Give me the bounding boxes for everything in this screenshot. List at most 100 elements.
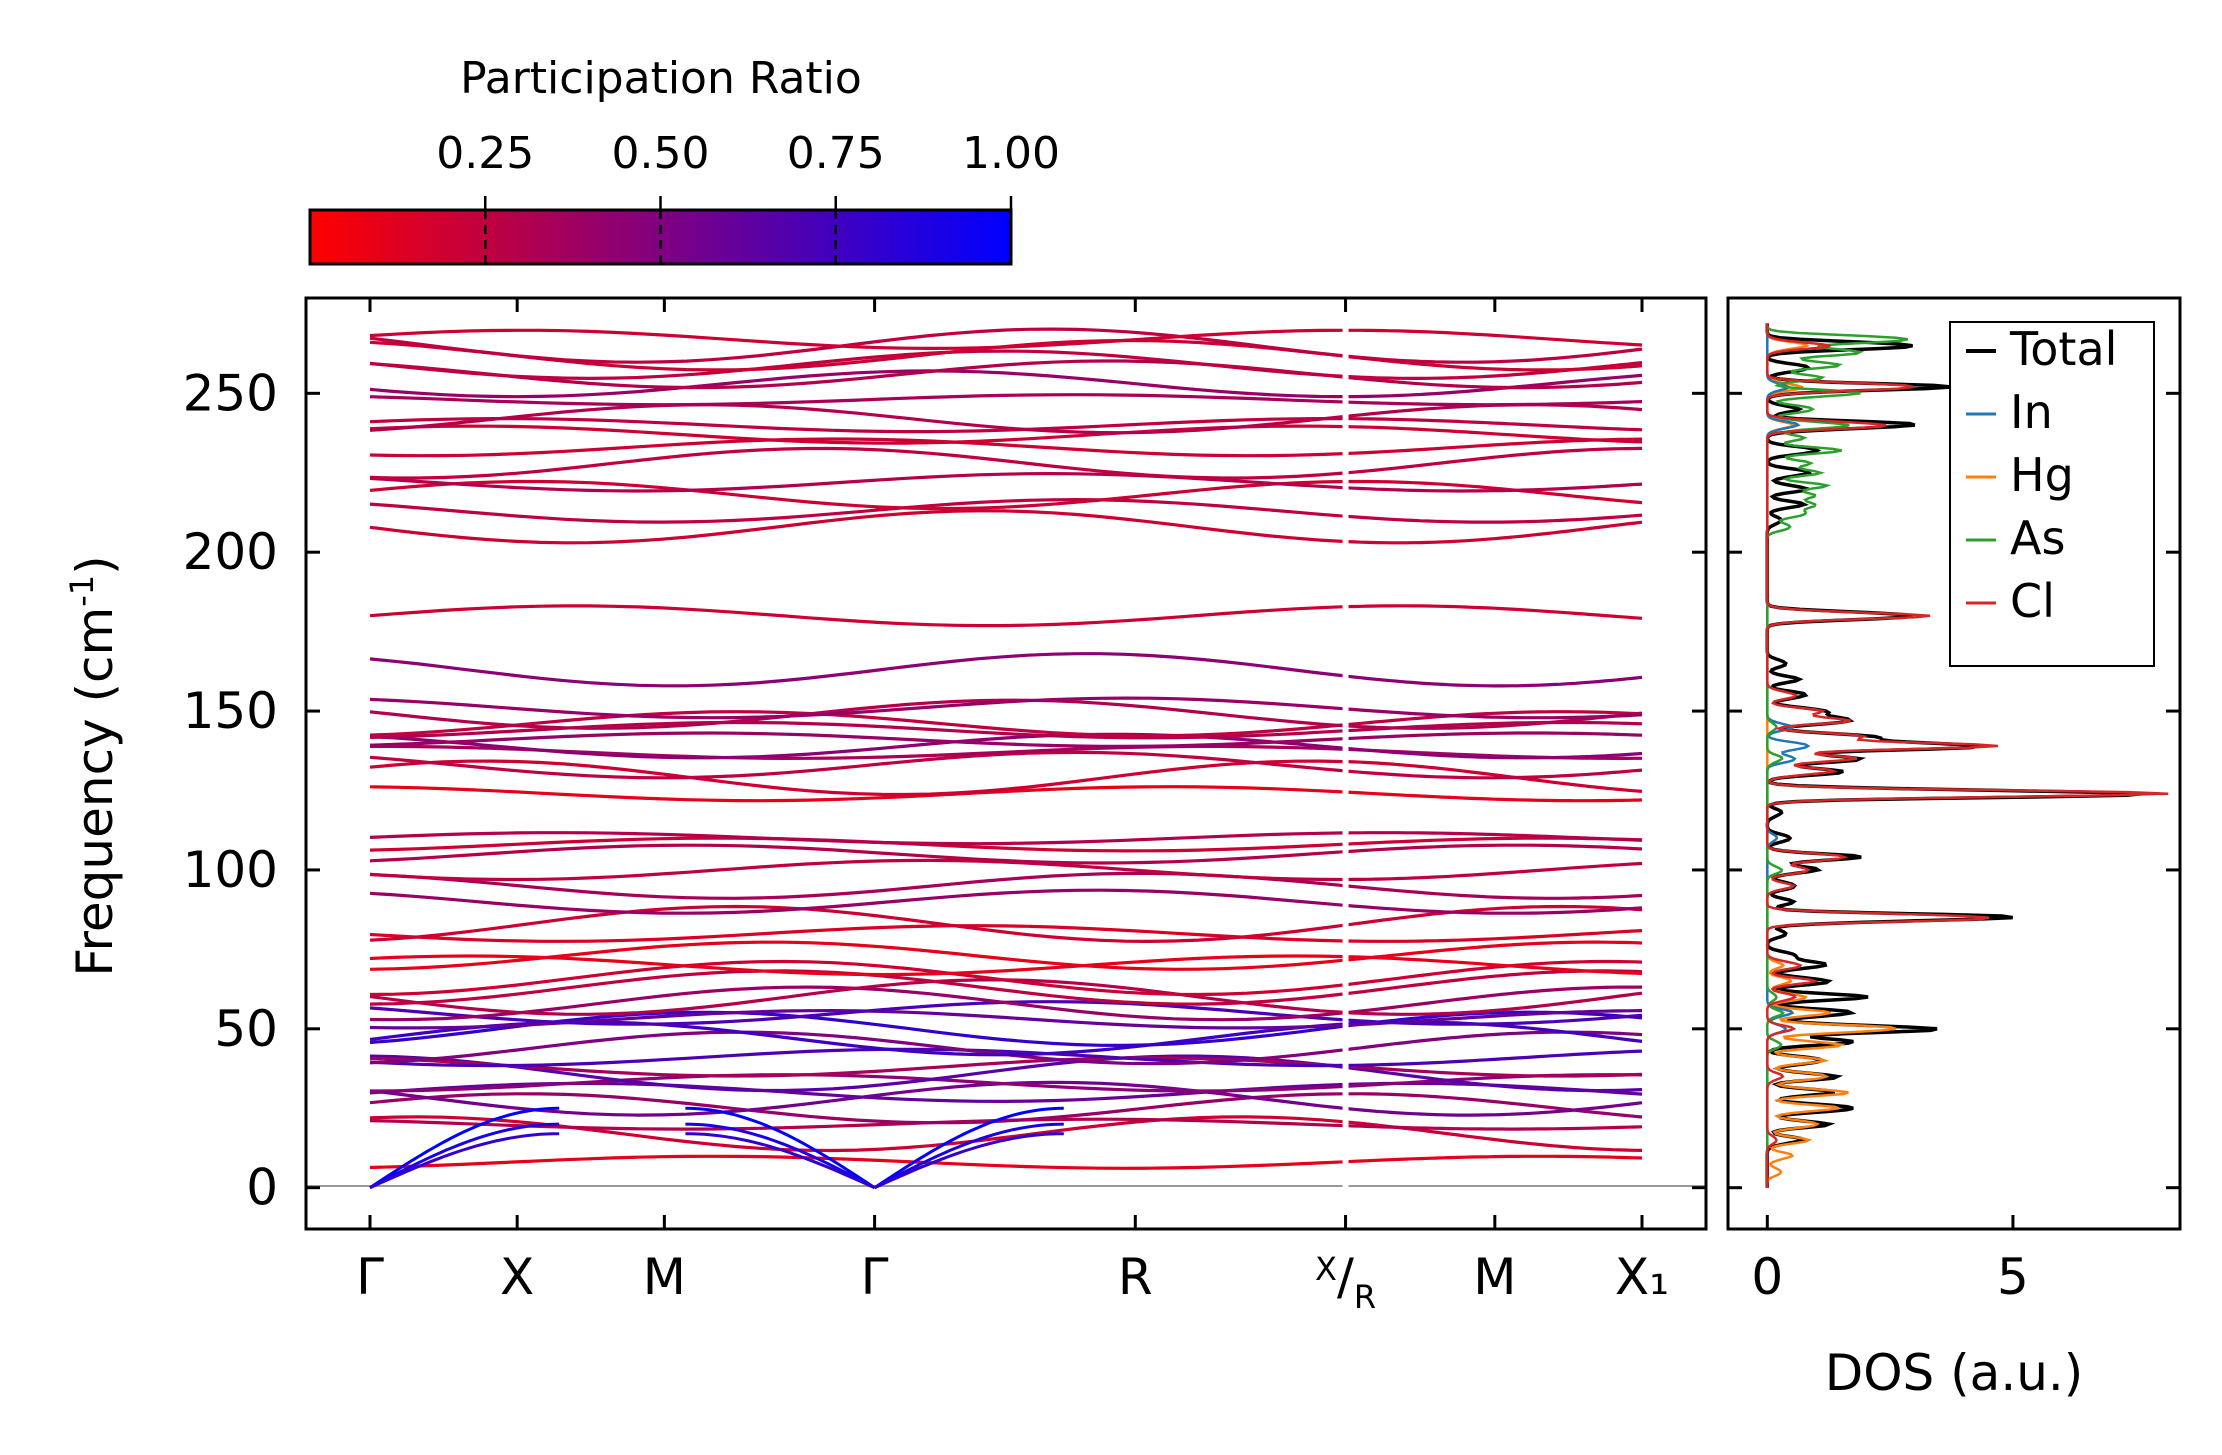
legend-label-as: As — [2010, 511, 2065, 565]
phonon-band — [1346, 1030, 1643, 1052]
phonon-band — [1346, 425, 1643, 444]
phonon-band — [1346, 1010, 1643, 1028]
band-structure-panel: 0 50 100 150 200 250 Γ X M Γ R X/R M X₁ Frequency (c… — [63, 296, 1708, 1316]
x-tick-label: X — [500, 1248, 534, 1306]
phonon-band — [369, 1047, 1345, 1068]
phonon-band — [1346, 959, 1643, 987]
phonon-band — [369, 417, 1345, 434]
phonon-band — [369, 509, 1345, 545]
phonon-band — [1346, 513, 1643, 524]
phonon-band — [1346, 904, 1643, 927]
colorbar: Participation Ratio 0.25 0.50 0.75 1.00 — [308, 53, 1060, 266]
x-tick-label: X₁ — [1615, 1248, 1669, 1306]
phonon-band — [1346, 347, 1643, 364]
legend-label-total: Total — [2009, 322, 2117, 376]
colorbar-title: Participation Ratio — [460, 53, 862, 104]
dos-x-tick-label: 5 — [1997, 1248, 2029, 1306]
phonon-band — [369, 1056, 1345, 1078]
band-lines — [369, 327, 1643, 1190]
acoustic-band — [873, 1106, 1064, 1189]
phonon-band — [1346, 1092, 1643, 1119]
phonon-band — [369, 1054, 1345, 1093]
phonon-band — [369, 369, 1345, 399]
phonon-band — [1346, 403, 1643, 418]
phonon-band — [369, 1092, 1345, 1125]
x-tick-label: R — [1118, 1248, 1153, 1306]
phonon-band — [1346, 991, 1643, 1016]
phonon-band — [369, 836, 1345, 853]
acoustic-band — [685, 1106, 876, 1189]
x-tick-label: X/R — [1315, 1248, 1376, 1316]
phonon-band — [369, 446, 1345, 480]
phonon-band — [1346, 520, 1643, 545]
phonon-band — [369, 750, 1345, 780]
legend-label-hg: Hg — [2010, 448, 2074, 502]
phonon-band — [1346, 354, 1643, 372]
phonon-band — [369, 437, 1345, 458]
x-tick-label: Γ — [356, 1248, 384, 1306]
phonon-band — [369, 349, 1345, 381]
phonon-band — [1346, 375, 1643, 390]
phonon-band — [369, 710, 1345, 738]
y-axis-label: Frequency (cm-1) — [63, 555, 124, 976]
phonon-band — [369, 1154, 1345, 1170]
acoustic-band — [873, 1122, 1064, 1190]
y-tick-label: 0 — [246, 1159, 278, 1217]
phonon-band — [369, 831, 1345, 846]
phonon-band — [369, 698, 1345, 730]
phonon-band — [369, 1030, 1345, 1066]
phonon-band — [369, 924, 1345, 943]
phonon-band — [1346, 969, 1643, 996]
phonon-band — [1346, 903, 1643, 915]
phonon-band — [1346, 1049, 1643, 1067]
phonon-band — [1346, 760, 1643, 793]
phonon-band — [1346, 929, 1643, 943]
phonon-band — [369, 731, 1345, 748]
acoustic-band — [873, 1132, 1064, 1190]
colorbar-frame — [308, 208, 1013, 266]
phonon-band — [369, 497, 1345, 524]
phonon-band — [1346, 373, 1643, 399]
phonon-band — [1346, 746, 1643, 760]
dos-line-cl — [1766, 323, 2169, 1188]
y-tick-label: 150 — [183, 682, 278, 740]
y-tick-label: 50 — [214, 1000, 278, 1058]
phonon-band — [1346, 1154, 1643, 1164]
dos-x-tick-label: 0 — [1751, 1248, 1783, 1306]
x-tick-label: M — [1473, 1248, 1516, 1306]
phonon-band — [369, 858, 1345, 882]
colorbar-tick-label: 0.25 — [436, 128, 534, 179]
dos-axes-frame — [1726, 296, 2182, 1231]
colorbar-tick-label: 0.75 — [787, 128, 885, 179]
legend-box — [1949, 321, 2155, 667]
phonon-band — [369, 954, 1345, 977]
dos-lines — [1765, 323, 2169, 1188]
phonon-band — [1346, 604, 1643, 620]
phonon-band — [369, 1000, 1345, 1026]
y-tick-label: 100 — [183, 841, 278, 899]
acoustic-band — [685, 1132, 876, 1190]
phonon-band — [369, 1073, 1345, 1093]
y-tick-label: 250 — [183, 364, 278, 422]
phonon-band — [369, 888, 1345, 915]
phonon-band — [1346, 400, 1643, 407]
phonon-band — [1346, 790, 1643, 803]
phonon-band — [1346, 731, 1643, 741]
acoustic-band — [685, 1122, 876, 1190]
phonon-band — [1346, 985, 1642, 1015]
phonon-band — [1346, 884, 1643, 900]
phonon-band — [369, 403, 1345, 435]
acoustic-band — [369, 1106, 560, 1189]
legend-label-cl: Cl — [2010, 574, 2055, 628]
phonon-band — [369, 904, 1345, 944]
colorbar-ticks: 0.25 0.50 0.75 1.00 — [436, 128, 1060, 264]
phonon-band — [1346, 417, 1643, 432]
phonon-band — [369, 959, 1345, 997]
phonon-band — [369, 1115, 1345, 1153]
phonon-band — [1346, 482, 1643, 493]
phonon-band — [1346, 940, 1643, 962]
phonon-band — [369, 696, 1345, 720]
acoustic-band — [369, 1132, 560, 1190]
acoustic-band — [369, 1122, 560, 1190]
legend: Total In Hg As Cl — [1949, 321, 2155, 667]
